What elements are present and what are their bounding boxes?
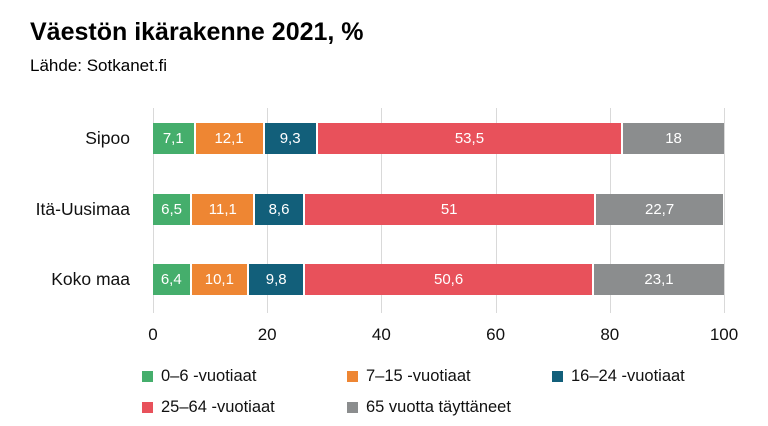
bar-value-label: 7,1: [162, 130, 184, 147]
bar-row: 6,5 11,1 8,6 51 22,7: [153, 193, 724, 225]
plot-area: 7,1 12,1 9,3 53,5 18 6,5 11,1 8,6 51 22,7 6,4 10,1 9…: [153, 108, 725, 313]
bar-segment: 8,6: [253, 193, 303, 225]
bar-value-label: 51: [440, 200, 458, 218]
legend-label: 7–15 -vuotiaat: [366, 366, 471, 385]
category-label: Koko maa: [51, 269, 130, 289]
legend-swatch-icon: [347, 370, 358, 382]
bar-value-label: 11,1: [208, 200, 237, 218]
category-label: Itä-Uusimaa: [35, 198, 130, 219]
legend-item: 0–6 -vuotiaat: [142, 367, 347, 385]
chart-title: Väestön ikärakenne 2021, %: [30, 18, 364, 46]
bar-segment: 53,5: [315, 123, 622, 154]
x-axis-tick: 0: [148, 325, 158, 344]
x-axis: 0 20 40 60 80 100: [148, 325, 738, 347]
legend: 0–6 -vuotiaat 7–15 -vuotiaat 16–24 -vuotia…: [142, 367, 768, 416]
bar-value-label: 9,8: [265, 271, 287, 288]
legend-item: 16–24 -vuotiaat: [552, 367, 757, 385]
legend-label: 65 vuotta täyttäneet: [366, 397, 511, 416]
x-axis-tick: 80: [600, 325, 620, 344]
legend-label: 0–6 -vuotiaat: [161, 366, 257, 385]
x-axis-tick: 60: [486, 325, 506, 344]
bar-value-label: 12,1: [214, 130, 244, 147]
bar-value-label: 9,3: [279, 130, 301, 147]
bar-segment: 10,1: [189, 264, 248, 295]
x-axis-tick: 100: [709, 325, 739, 344]
y-axis-category-labels: Sipoo Itä-Uusimaa Koko maa: [0, 108, 140, 313]
chart-source: Lähde: Sotkanet.fi: [30, 56, 168, 75]
bar-value-label: 50,6: [434, 271, 464, 288]
gridline: [724, 108, 725, 313]
legend-swatch-icon: [552, 370, 563, 382]
bar-value-label: 6,5: [161, 200, 182, 218]
x-axis-tick: 40: [371, 325, 391, 344]
legend-swatch-icon: [347, 401, 358, 413]
legend-item: 7–15 -vuotiaat: [347, 367, 552, 385]
legend-label: 16–24 -vuotiaat: [571, 366, 685, 385]
bar-value-label: 10,1: [204, 271, 234, 288]
bar-segment: 50,6: [303, 264, 593, 295]
x-axis-tick: 20: [257, 325, 277, 344]
legend-item: 25–64 -vuotiaat: [142, 398, 347, 416]
bar-segment: 7,1: [153, 123, 194, 154]
bar-value-label: 18: [665, 130, 682, 147]
bar-segment: 22,7: [593, 193, 724, 225]
bar-value-label: 23,1: [644, 271, 674, 288]
bar-segment: 6,4: [153, 264, 190, 295]
bar-segment: 11,1: [190, 193, 254, 225]
bar-segment: 23,1: [592, 264, 724, 295]
bar-row: 6,4 10,1 9,8 50,6 23,1: [153, 264, 724, 295]
category-label: Sipoo: [85, 128, 130, 148]
bar-segment: 12,1: [193, 123, 263, 154]
legend-item: 65 vuotta täyttäneet: [347, 398, 552, 416]
bar-value-label: 6,4: [160, 271, 182, 288]
bar-segment: 51: [302, 193, 594, 225]
legend-swatch-icon: [142, 401, 153, 413]
bar-segment: 9,8: [247, 264, 304, 295]
bar-segment: 18: [621, 123, 724, 154]
bar-value-label: 8,6: [268, 200, 290, 218]
bar-value-label: 53,5: [454, 130, 485, 147]
bar-segment: 6,5: [153, 193, 191, 225]
legend-swatch-icon: [142, 370, 153, 382]
bar-row: 7,1 12,1 9,3 53,5 18: [153, 123, 724, 154]
bar-value-label: 22,7: [644, 200, 675, 218]
bar-segment: 9,3: [262, 123, 316, 154]
legend-label: 25–64 -vuotiaat: [161, 397, 275, 416]
